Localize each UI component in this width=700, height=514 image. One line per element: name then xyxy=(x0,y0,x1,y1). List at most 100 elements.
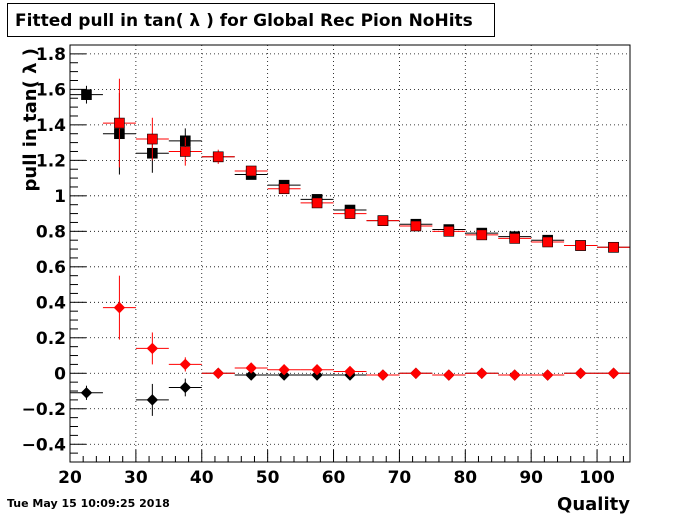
x-axis-label: Quality xyxy=(557,494,630,514)
plot-frame xyxy=(69,44,631,463)
diamond-marker xyxy=(278,364,290,376)
y-tick-label: 1 xyxy=(54,187,66,207)
data-point xyxy=(564,240,598,251)
timestamp: Tue May 15 10:09:25 2018 xyxy=(7,497,170,510)
square-marker xyxy=(344,208,356,219)
y-tick-label: 0.4 xyxy=(36,293,66,313)
y-tick-label: 1.8 xyxy=(36,45,66,65)
data-point xyxy=(234,369,268,381)
diamond-marker xyxy=(179,381,192,394)
square-marker xyxy=(476,229,488,241)
chart-title: Fitted pull in tan( λ ) for Global Rec P… xyxy=(15,11,473,31)
diamond-marker xyxy=(508,369,521,381)
data-point xyxy=(597,241,630,253)
data-point xyxy=(498,369,532,381)
data-point xyxy=(399,220,433,232)
data-point xyxy=(465,229,499,241)
x-tick-label: 20 xyxy=(58,468,82,488)
data-series xyxy=(70,78,630,416)
diamond-marker xyxy=(146,342,159,355)
diamond-marker xyxy=(245,362,257,374)
square-marker xyxy=(608,241,619,253)
data-point xyxy=(465,367,499,379)
square-marker xyxy=(81,89,92,100)
y-tick-label: 0 xyxy=(54,364,66,384)
y-tick-label: 0.6 xyxy=(36,258,66,278)
y-tick-label: 0.8 xyxy=(36,222,66,242)
data-point xyxy=(300,197,334,209)
diamond-marker xyxy=(574,367,587,379)
square-marker xyxy=(179,146,191,157)
data-point xyxy=(498,233,532,244)
data-point xyxy=(531,369,565,381)
data-point xyxy=(70,385,103,400)
diamond-marker xyxy=(80,387,93,399)
y-tick-label: 1.6 xyxy=(36,80,66,100)
x-tick-label: 100 xyxy=(579,468,615,488)
data-point xyxy=(333,208,367,219)
square-marker xyxy=(443,226,455,237)
diamond-marker xyxy=(179,358,192,371)
square-marker xyxy=(509,233,521,244)
data-point xyxy=(102,78,136,168)
x-tick-label: 70 xyxy=(388,468,412,488)
diamond-marker xyxy=(607,367,620,379)
data-point xyxy=(267,364,301,376)
diamond-marker xyxy=(245,369,257,381)
data-point xyxy=(102,275,136,340)
x-tick-label: 40 xyxy=(190,468,214,488)
data-point xyxy=(201,149,235,164)
chart-title-box: Fitted pull in tan( λ ) for Global Rec P… xyxy=(7,3,495,37)
diamond-marker xyxy=(443,369,455,381)
square-marker xyxy=(147,133,158,145)
data-point xyxy=(234,165,268,177)
series-2 xyxy=(102,78,630,253)
y-tick-label: 1.4 xyxy=(36,116,66,136)
y-tick-label: −0.4 xyxy=(22,435,67,455)
data-point xyxy=(135,117,169,161)
y-tick-label: −0.2 xyxy=(22,400,66,420)
data-point xyxy=(597,367,630,379)
data-point xyxy=(70,85,103,104)
data-point xyxy=(432,226,466,237)
square-marker xyxy=(278,183,290,195)
data-point xyxy=(564,367,598,379)
square-marker xyxy=(245,165,257,177)
diamond-marker xyxy=(377,369,389,381)
y-tick-label: 0.2 xyxy=(36,329,66,349)
data-point xyxy=(135,383,169,416)
data-point xyxy=(432,369,466,381)
data-point xyxy=(135,332,169,365)
y-axis-label: pull in tan( λ ) xyxy=(20,48,41,192)
x-tick-label: 90 xyxy=(519,468,543,488)
square-marker xyxy=(410,220,422,232)
data-point xyxy=(168,357,202,372)
diamond-marker xyxy=(212,367,224,379)
square-marker xyxy=(311,197,323,209)
data-point xyxy=(267,183,301,195)
diamond-marker xyxy=(146,394,159,406)
y-tick-label: 1.2 xyxy=(36,151,66,171)
x-tick-label: 50 xyxy=(256,468,280,488)
diamond-marker xyxy=(541,369,554,381)
data-point xyxy=(234,362,268,374)
data-point xyxy=(168,137,202,166)
square-marker xyxy=(114,117,125,129)
diamond-marker xyxy=(344,365,356,378)
square-marker xyxy=(575,240,586,251)
data-point xyxy=(366,215,400,226)
data-point xyxy=(333,365,367,378)
diamond-marker xyxy=(410,367,422,379)
x-tick-label: 80 xyxy=(453,468,477,488)
data-point xyxy=(168,378,202,397)
series-1 xyxy=(70,85,630,253)
data-point xyxy=(366,369,400,381)
square-marker xyxy=(212,151,224,163)
data-point xyxy=(531,236,565,248)
series-4 xyxy=(102,275,630,381)
data-point xyxy=(201,367,235,379)
x-tick-label: 60 xyxy=(322,468,346,488)
axes: 20 30 40 50 60 70 80 90 100 −0.4 −0.2 0 0.2 0.4 0.6 0.8… xyxy=(22,44,624,488)
x-tick-label: 30 xyxy=(124,468,148,488)
